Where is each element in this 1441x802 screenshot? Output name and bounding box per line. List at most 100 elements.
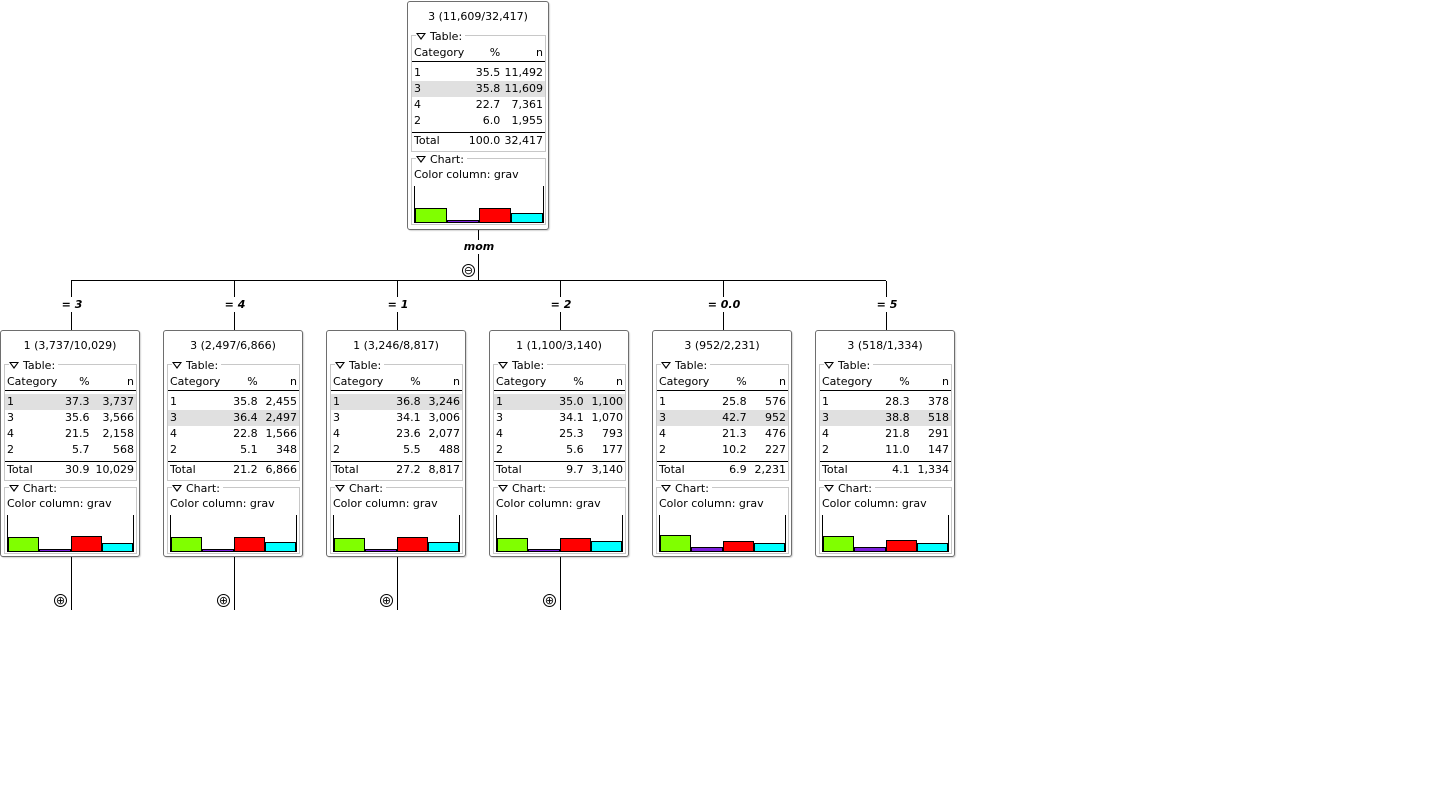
table-toggle[interactable]: Table:: [172, 359, 222, 372]
chart-section: Chart: Color column: grav: [330, 482, 463, 554]
edge-label: = 5: [876, 298, 898, 311]
count-cell: 518: [911, 410, 951, 426]
total-count: 3,140: [591, 463, 624, 476]
column-header: n: [616, 375, 623, 388]
collapse-triangle-icon: [824, 485, 834, 492]
collapse-triangle-icon: [498, 362, 508, 369]
table-row: 2 5.1 348: [168, 442, 299, 458]
connector-line: [723, 281, 724, 297]
table-toggle[interactable]: Table:: [9, 359, 59, 372]
distribution-bar-chart: [496, 515, 623, 552]
chart-toggle[interactable]: Chart:: [416, 153, 467, 166]
total-label: Total: [822, 463, 848, 476]
percent-cell: 5.5: [403, 443, 421, 456]
total-count: 2,231: [754, 463, 787, 476]
percent-cell: 37.3: [61, 394, 92, 410]
table-row: 4 23.6 2,077: [331, 426, 462, 442]
expand-icon[interactable]: ⊕: [217, 594, 230, 607]
total-count: 1,334: [917, 463, 950, 476]
percent-cell: 5.6: [566, 443, 584, 456]
distribution-bar: [39, 549, 71, 551]
count-cell: 576: [765, 395, 786, 408]
chart-toggle[interactable]: Chart:: [498, 482, 549, 495]
table-label: Table:: [186, 359, 219, 372]
count-cell: 1,566: [265, 427, 298, 440]
table-row: 1 35.0 1,100: [494, 394, 625, 410]
percent-cell: 5.1: [240, 443, 258, 456]
column-header: %: [899, 375, 910, 388]
column-header: %: [736, 375, 747, 388]
column-header: %: [410, 375, 421, 388]
chart-label: Chart:: [675, 482, 709, 495]
table-row: 1 35.8 2,455: [168, 394, 299, 410]
color-column-label: Color column: grav: [170, 497, 275, 510]
table-row: 2 5.7 568: [5, 442, 136, 458]
count-cell: 2,077: [428, 427, 461, 440]
collapse-triangle-icon: [824, 362, 834, 369]
category-cell: 1: [170, 395, 177, 408]
tree-node[interactable]: 1 (1,100/3,140) Table: Category % n 1 35…: [489, 330, 629, 557]
percent-cell: 21.3: [722, 427, 747, 440]
category-cell: 1: [331, 394, 392, 410]
total-percent: 21.2: [233, 463, 258, 476]
chart-toggle[interactable]: Chart:: [661, 482, 712, 495]
connector-line: [234, 281, 235, 297]
distribution-bar: [916, 543, 948, 551]
color-column-label: Color column: grav: [659, 497, 764, 510]
collapse-icon[interactable]: ⊖: [462, 264, 475, 277]
table-row: 2 5.5 488: [331, 442, 462, 458]
category-cell: 2: [170, 443, 177, 456]
chart-toggle[interactable]: Chart:: [824, 482, 875, 495]
table-toggle[interactable]: Table:: [498, 359, 548, 372]
chart-section: Chart: Color column: grav: [167, 482, 300, 554]
chart-label: Chart:: [512, 482, 546, 495]
tree-node[interactable]: 1 (3,737/10,029) Table: Category % n 1 3…: [0, 330, 140, 557]
root-node[interactable]: 3 (11,609/32,417) Table: Category % n 1 …: [407, 1, 549, 230]
edge-label: = 1: [387, 298, 409, 311]
tree-node[interactable]: 3 (2,497/6,866) Table: Category % n 1 35…: [163, 330, 303, 557]
percent-cell: 35.6: [65, 411, 90, 424]
table-toggle[interactable]: Table:: [416, 30, 466, 43]
category-cell: 3: [333, 411, 340, 424]
stats-table: Category % n 1 35.0 1,100 3 34.1 1,070 4…: [494, 374, 625, 478]
table-row: 4 21.5 2,158: [5, 426, 136, 442]
chart-label: Chart:: [838, 482, 872, 495]
category-cell: 2: [659, 443, 666, 456]
table-row: 1 35.5 11,492: [412, 65, 545, 81]
total-percent: 27.2: [396, 463, 421, 476]
distribution-bar-chart: [414, 186, 544, 223]
tree-node[interactable]: 1 (3,246/8,817) Table: Category % n 1 36…: [326, 330, 466, 557]
tree-node[interactable]: 3 (518/1,334) Table: Category % n 1 28.3…: [815, 330, 955, 557]
collapse-triangle-icon: [661, 362, 671, 369]
expand-icon[interactable]: ⊕: [380, 594, 393, 607]
category-cell: 3: [820, 410, 881, 426]
total-row: Total 27.2 8,817: [331, 461, 462, 479]
edge-label: = 3: [61, 298, 83, 311]
total-label: Total: [496, 463, 522, 476]
expand-icon[interactable]: ⊕: [54, 594, 67, 607]
column-header: %: [79, 375, 90, 388]
count-cell: 348: [276, 443, 297, 456]
percent-cell: 35.0: [554, 394, 586, 410]
chart-toggle[interactable]: Chart:: [335, 482, 386, 495]
table-section: Table: Category % n 1 36.8 3,246 3 34.1 …: [330, 359, 463, 481]
collapse-triangle-icon: [416, 156, 426, 163]
collapse-triangle-icon: [172, 485, 182, 492]
connector-line: [478, 230, 479, 240]
tree-node[interactable]: 3 (952/2,231) Table: Category % n 1 25.8…: [652, 330, 792, 557]
table-row: 1 28.3 378: [820, 394, 951, 410]
collapse-triangle-icon: [172, 362, 182, 369]
horizontal-connector: [71, 280, 886, 281]
chart-toggle[interactable]: Chart:: [9, 482, 60, 495]
expand-icon[interactable]: ⊕: [543, 594, 556, 607]
total-row: Total 30.9 10,029: [5, 461, 136, 479]
chart-section: Chart: Color column: grav: [4, 482, 137, 554]
chart-toggle[interactable]: Chart:: [172, 482, 223, 495]
table-toggle[interactable]: Table:: [824, 359, 874, 372]
table-row: 4 25.3 793: [494, 426, 625, 442]
column-header: Category: [659, 375, 710, 388]
count-cell: 2,497: [259, 410, 299, 426]
table-toggle[interactable]: Table:: [661, 359, 711, 372]
total-row: Total 9.7 3,140: [494, 461, 625, 479]
table-toggle[interactable]: Table:: [335, 359, 385, 372]
